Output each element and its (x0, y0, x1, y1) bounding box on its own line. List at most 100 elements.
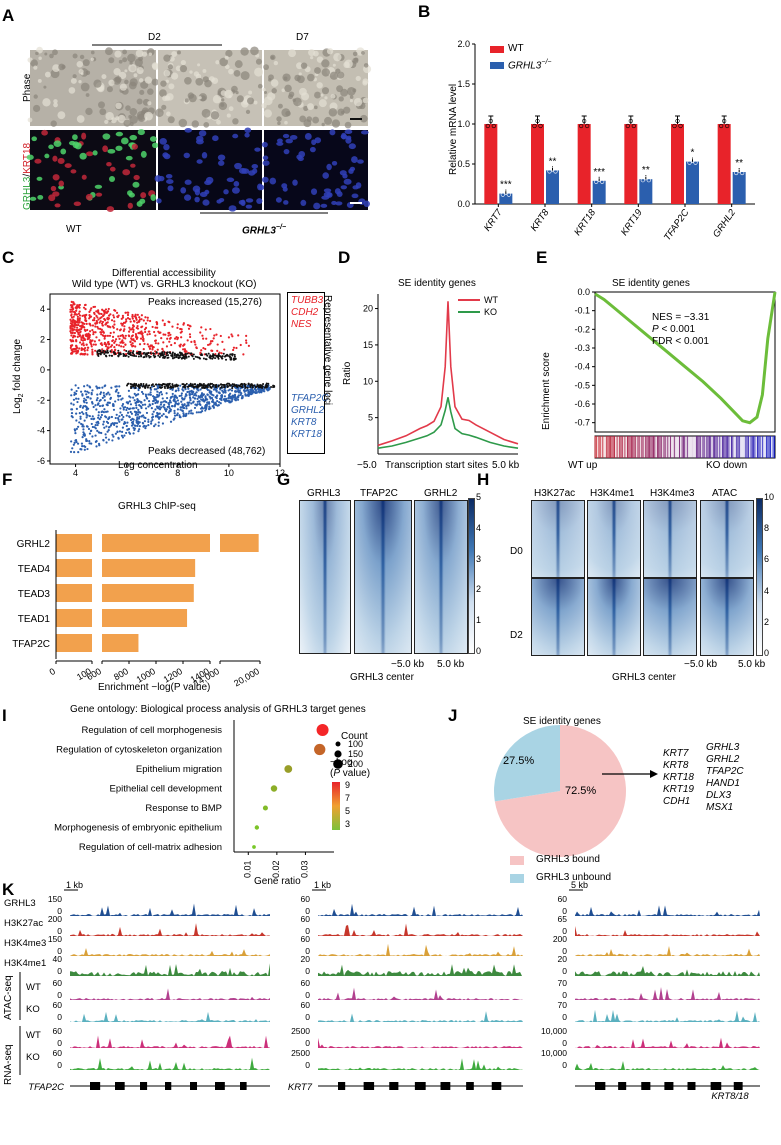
b-bar-wt (531, 124, 544, 204)
k-track-name: WT (26, 982, 41, 993)
k-track-max: 60 (53, 1026, 63, 1036)
b-legend-ko-swatch (490, 62, 504, 69)
k-track-signal (575, 1009, 760, 1022)
e-p-rest: < 0.001 (658, 324, 696, 335)
i-xtick-label: 0.03 (299, 860, 309, 878)
b-dot-wt (719, 123, 724, 129)
k-exon (595, 1082, 606, 1090)
j-genes-col2: GRHL3 GRHL2 TFAP2C HAND1 DLX3 MSX1 (706, 742, 744, 814)
b-dot-ko (640, 178, 645, 183)
a-d2-label: D2 (148, 32, 161, 43)
b-dot-wt (491, 123, 496, 129)
b-dot-wt (488, 118, 493, 124)
i-term-label: Regulation of cell-matrix adhesion (79, 842, 222, 853)
k-exon (363, 1082, 375, 1090)
k-track-zero: 0 (305, 926, 310, 936)
c-title-1: Differential accessibility (112, 268, 216, 279)
i-color-legend-label: 9 (345, 780, 350, 790)
b-dot-wt (625, 123, 630, 129)
f-bar-segment (102, 584, 194, 602)
g-colorbar (468, 498, 475, 654)
b-dot-wt (631, 123, 636, 129)
k-track-zero: 0 (562, 990, 567, 1000)
b-bar-ko (686, 161, 699, 204)
c-gene-down-1: GRHL2 (291, 405, 325, 416)
panel-label-j: J (448, 706, 458, 725)
k-track-max: 60 (301, 894, 311, 904)
k-track-zero: 0 (57, 1038, 62, 1048)
f-bar-segment (56, 559, 92, 577)
i-ptitle-2: (P value) (330, 768, 371, 779)
a-phase-wt-image (27, 46, 159, 127)
i-size-legend-label: 100 (348, 739, 363, 749)
c-ytick-label: -4 (37, 426, 45, 436)
a-d7-label: D7 (296, 32, 309, 43)
i-color-legend-label: 3 (345, 819, 350, 829)
j-legend-bound: GRHL3 bound (536, 854, 600, 865)
b-sig-label: *** (593, 167, 605, 178)
b-bar-wt (671, 124, 684, 204)
k-track-zero: 0 (562, 926, 567, 936)
k-exon (618, 1082, 627, 1090)
j-legend-unbound-swatch (510, 874, 524, 883)
panel-label-h: H (477, 470, 490, 489)
k-exon (389, 1082, 399, 1090)
j-legend-unbound: GRHL3 unbound (536, 872, 612, 883)
k-track-signal (318, 923, 523, 936)
b-dot-wt (725, 123, 730, 129)
k-track-max: 200 (553, 934, 567, 944)
c-xtick-label: 10 (224, 468, 234, 478)
panel-label-e: E (536, 248, 548, 267)
i-dot-plot: 0.01 0.02 0.03 Regulation of cell morphogen… (54, 720, 363, 878)
k-track-zero: 0 (562, 1060, 567, 1070)
k-exon (240, 1082, 247, 1090)
k-exon (733, 1082, 743, 1090)
k-track-signal (70, 903, 270, 916)
e-ytick-label: -0.7 (574, 418, 590, 428)
j-pie-chart (494, 725, 658, 857)
b-sig-label: * (691, 148, 695, 159)
i-dot (314, 743, 326, 756)
f-xlabel: Enrichment −log(P value) (98, 682, 211, 693)
i-dot (262, 805, 268, 811)
i-count-title: Count (341, 731, 368, 742)
g-x-left: −5.0 kb (391, 659, 425, 670)
k-exon (115, 1082, 125, 1090)
k-track-zero: 0 (562, 906, 567, 916)
b-dot-ko (553, 169, 558, 174)
f-bar-segment (56, 634, 92, 652)
b-dot-ko (503, 190, 508, 195)
i-title: Gene ontology: Biological process analys… (70, 704, 366, 715)
h-colorbar-label: 2 (764, 616, 770, 627)
a-fluor-ko-d2-image (154, 127, 265, 212)
d-x-left: −5.0 (357, 460, 377, 471)
b-bar-wt (717, 124, 731, 204)
c-ytick-label: -2 (37, 395, 45, 405)
e-title: SE identity genes (612, 278, 690, 289)
d-ytick-label: 5 (368, 413, 373, 423)
b-dot-ko (687, 160, 692, 165)
c-points-ns (96, 349, 276, 390)
a-phase-ko-d7-image (261, 47, 372, 129)
k-track-name: KO (26, 1052, 40, 1063)
f-title: GRHL3 ChIP-seq (118, 501, 196, 512)
b-dot-wt (585, 123, 590, 129)
b-dot-wt (582, 118, 587, 124)
f-bar-segment (56, 609, 92, 627)
k-track-signal (70, 963, 270, 976)
f-xtick-label: 0 (48, 666, 57, 677)
k-track-zero: 0 (57, 906, 62, 916)
e-fdr: FDR < 0.001 (652, 336, 709, 347)
k-track-zero: 0 (57, 926, 62, 936)
e-ko-down: KO down (706, 460, 748, 471)
k-track-max: 200 (48, 914, 62, 924)
b-dot-ko (734, 170, 739, 176)
a-scale-bar-fluor (350, 202, 362, 204)
b-dot-wt (628, 118, 633, 124)
e-ytick-label: -0.1 (574, 306, 590, 316)
g-col-1: TFAP2C (360, 488, 398, 499)
c-gene-down-2: KRT8 (291, 417, 317, 428)
j-gene-2-5: MSX1 (706, 802, 734, 813)
a-ko-gene: GRHL3 (242, 225, 276, 237)
